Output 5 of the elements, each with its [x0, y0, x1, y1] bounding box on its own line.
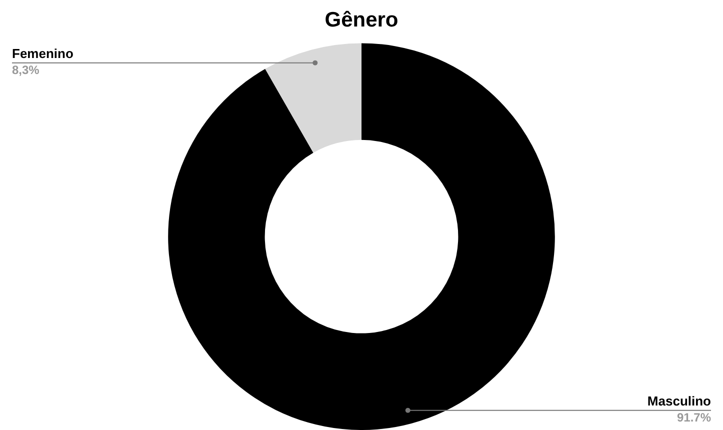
data-label: 91.7%	[676, 410, 712, 425]
data-label: 8,3%	[12, 63, 40, 78]
chart-title: Gênero	[324, 8, 398, 32]
slice-label: Masculino	[647, 393, 712, 408]
slice-label: Femenino	[12, 46, 74, 61]
